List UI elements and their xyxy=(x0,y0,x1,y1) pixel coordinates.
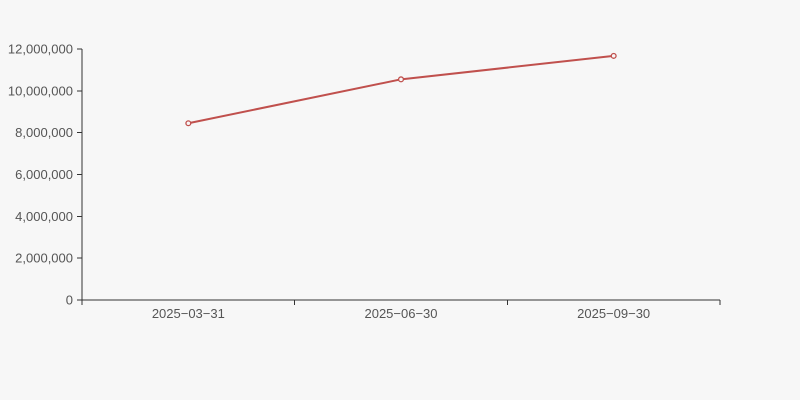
data-point-marker xyxy=(397,76,405,83)
y-axis-tick-label: 10,000,000 xyxy=(8,83,73,98)
data-point-marker xyxy=(610,52,617,59)
y-axis-tick-label: 12,000,000 xyxy=(8,42,73,57)
y-axis-tick-label: 6,000,000 xyxy=(15,167,73,182)
y-axis-tick-label: 4,000,000 xyxy=(15,209,73,224)
y-axis-tick-label: 2,000,000 xyxy=(15,251,73,266)
x-axis-tick-label: 2025−09−30 xyxy=(577,306,650,321)
x-axis-tick-label: 2025−03−31 xyxy=(152,306,225,321)
data-point-marker xyxy=(185,120,192,127)
y-axis-tick-label: 0 xyxy=(66,293,73,308)
y-axis-tick-label: 8,000,000 xyxy=(15,125,73,140)
x-axis-tick-label: 2025−06−30 xyxy=(364,306,437,321)
